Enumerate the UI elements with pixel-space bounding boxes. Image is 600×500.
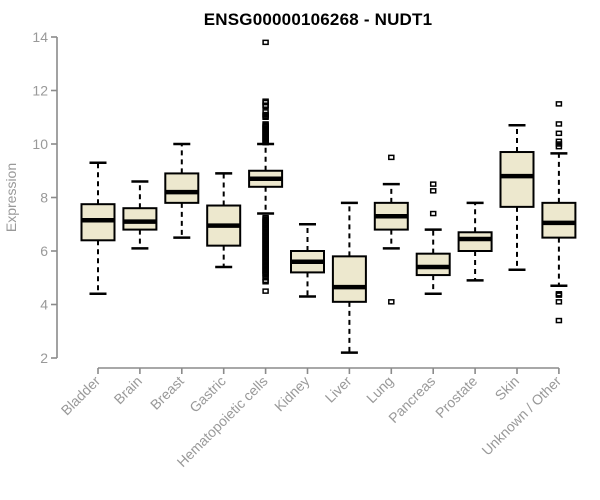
boxplot-skin	[499, 124, 535, 271]
outlier-point	[262, 139, 269, 146]
boxplot-liver	[331, 201, 367, 354]
chart-title: ENSG00000106268 - NUDT1	[203, 10, 433, 29]
outlier-point	[262, 279, 269, 285]
x-tick-label: Brain	[111, 373, 145, 407]
boxplot-gastric	[206, 172, 242, 269]
y-tick-label: 2	[40, 350, 48, 366]
iqr-box	[331, 255, 367, 303]
x-tick-label: Lung	[363, 373, 396, 406]
x-tick-label: Skin	[492, 373, 523, 404]
outlier-point	[555, 292, 563, 298]
outlier-point	[262, 114, 269, 120]
outlier-point	[388, 154, 395, 161]
outlier-point	[555, 299, 563, 305]
iqr-box	[122, 207, 158, 231]
boxplot-breast	[164, 142, 200, 239]
boxplot-hematopoietic-cells	[248, 39, 284, 294]
boxplot-kidney	[290, 223, 325, 298]
boxplot-lung	[373, 154, 409, 305]
x-tick-label: Unknown / Other	[478, 373, 564, 459]
y-tick-label: 4	[40, 297, 48, 313]
y-axis: 2 4 6 8 10 12 14 Expression	[3, 29, 58, 366]
boxplot-unknown-other	[541, 101, 577, 324]
outlier-point	[388, 299, 395, 305]
outlier-point	[555, 130, 563, 137]
outlier-point	[262, 103, 269, 110]
x-tick-label: Liver	[322, 373, 355, 406]
y-axis-title: Expression	[3, 163, 19, 232]
outlier-point	[555, 101, 563, 107]
y-tick-label: 12	[32, 83, 48, 99]
outlier-point	[262, 39, 269, 46]
x-tick-label: Prostate	[432, 373, 480, 421]
outlier-point	[429, 210, 437, 217]
outlier-point	[555, 121, 563, 127]
x-tick-label: Breast	[147, 373, 187, 413]
outlier-point	[555, 317, 563, 324]
iqr-box	[415, 252, 451, 277]
boxplot-bladder	[80, 161, 116, 296]
x-tick-label: Bladder	[58, 373, 104, 419]
boxplot-brain	[122, 180, 158, 250]
outlier-point	[429, 188, 437, 194]
outlier-point	[262, 288, 269, 294]
boxplot-prostate	[457, 201, 493, 282]
iqr-box	[164, 172, 200, 204]
y-tick-label: 14	[32, 29, 48, 45]
iqr-box	[541, 201, 577, 239]
y-tick-label: 10	[32, 136, 48, 152]
x-tick-label: Pancreas	[385, 373, 438, 426]
boxplot-pancreas	[415, 181, 451, 296]
y-tick-label: 8	[40, 190, 48, 206]
y-tick-label: 6	[40, 243, 48, 259]
outlier-point	[429, 181, 437, 187]
outlier-point	[555, 143, 563, 150]
iqr-box	[457, 231, 493, 252]
x-tick-label: Kidney	[271, 373, 313, 415]
iqr-box	[499, 151, 535, 208]
